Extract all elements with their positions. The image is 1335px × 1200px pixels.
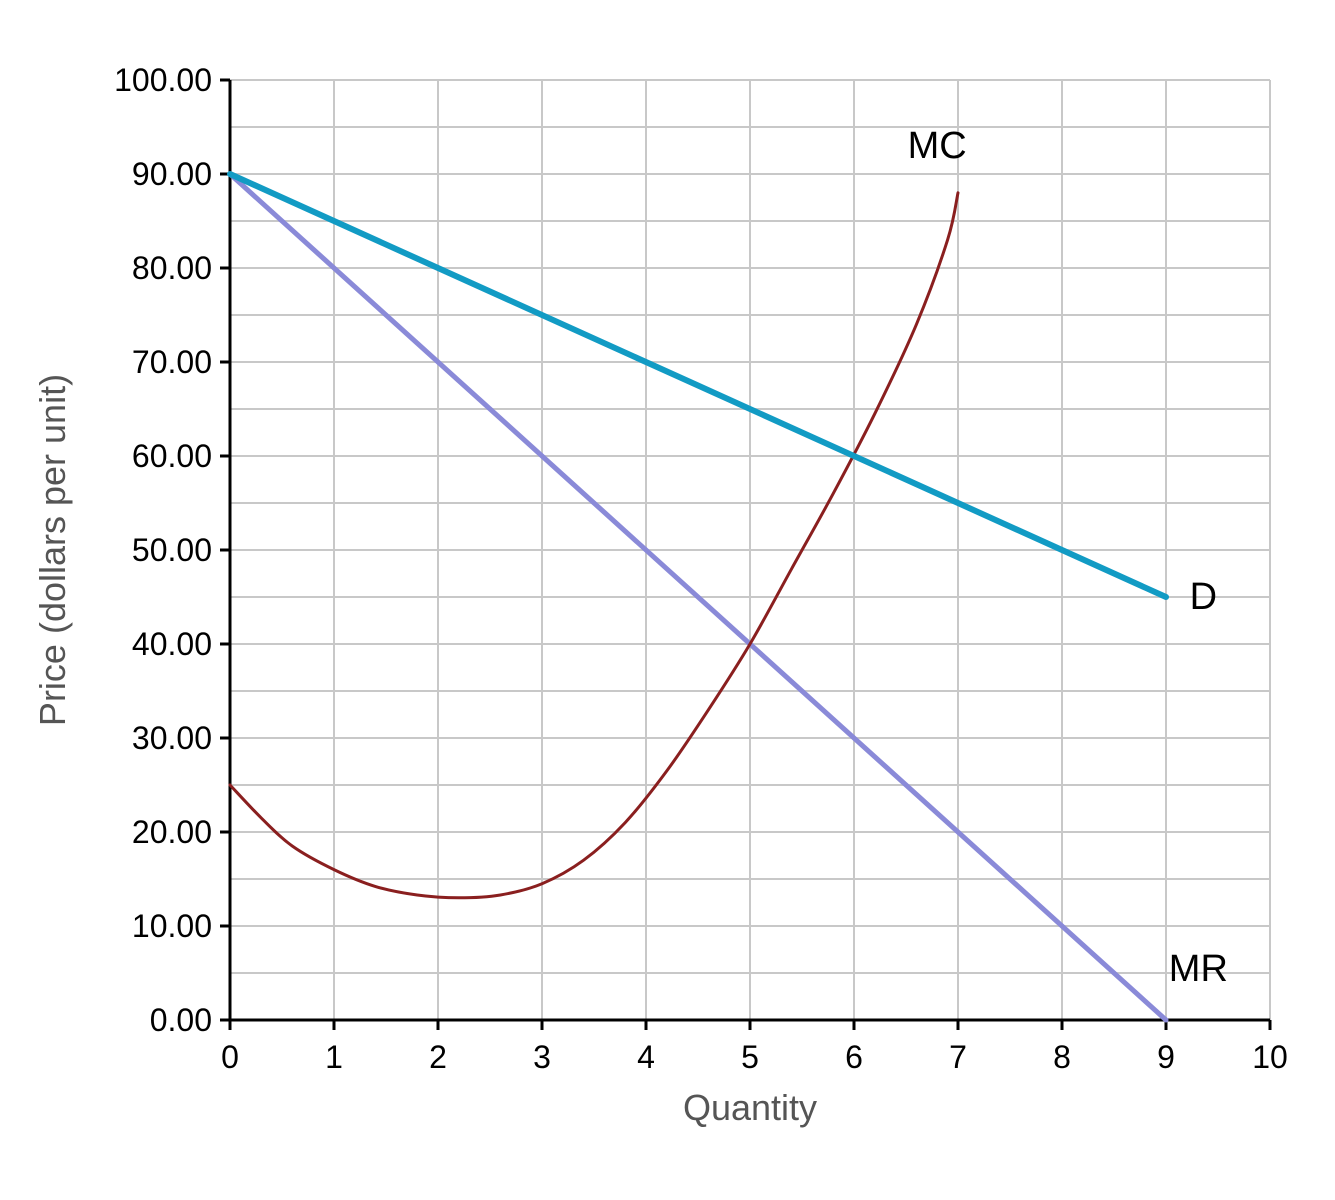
y-tick-label: 20.00 — [132, 814, 212, 850]
x-tick-label: 4 — [637, 1039, 655, 1075]
x-tick-label: 1 — [325, 1039, 343, 1075]
x-axis-title: Quantity — [683, 1087, 817, 1128]
y-axis-title: Price (dollars per unit) — [32, 374, 73, 726]
y-tick-label: 40.00 — [132, 626, 212, 662]
y-tick-label: 30.00 — [132, 720, 212, 756]
series-label-MR: MR — [1169, 948, 1228, 990]
y-tick-label: 70.00 — [132, 344, 212, 380]
y-tick-label: 10.00 — [132, 908, 212, 944]
x-tick-label: 8 — [1053, 1039, 1071, 1075]
y-tick-label: 60.00 — [132, 438, 212, 474]
y-tick-label: 100.00 — [114, 62, 212, 98]
series-label-D: D — [1190, 576, 1217, 618]
y-tick-label: 90.00 — [132, 156, 212, 192]
economics-chart: 0123456789100.0010.0020.0030.0040.0050.0… — [0, 0, 1335, 1200]
y-tick-label: 80.00 — [132, 250, 212, 286]
y-tick-label: 50.00 — [132, 532, 212, 568]
x-tick-label: 0 — [221, 1039, 239, 1075]
series-label-MC: MC — [908, 125, 967, 167]
x-tick-label: 5 — [741, 1039, 759, 1075]
x-tick-label: 9 — [1157, 1039, 1175, 1075]
x-tick-label: 10 — [1252, 1039, 1288, 1075]
chart-svg: 0123456789100.0010.0020.0030.0040.0050.0… — [0, 0, 1335, 1200]
x-tick-label: 7 — [949, 1039, 967, 1075]
y-tick-label: 0.00 — [150, 1002, 212, 1038]
x-tick-label: 2 — [429, 1039, 447, 1075]
x-tick-label: 6 — [845, 1039, 863, 1075]
x-tick-label: 3 — [533, 1039, 551, 1075]
